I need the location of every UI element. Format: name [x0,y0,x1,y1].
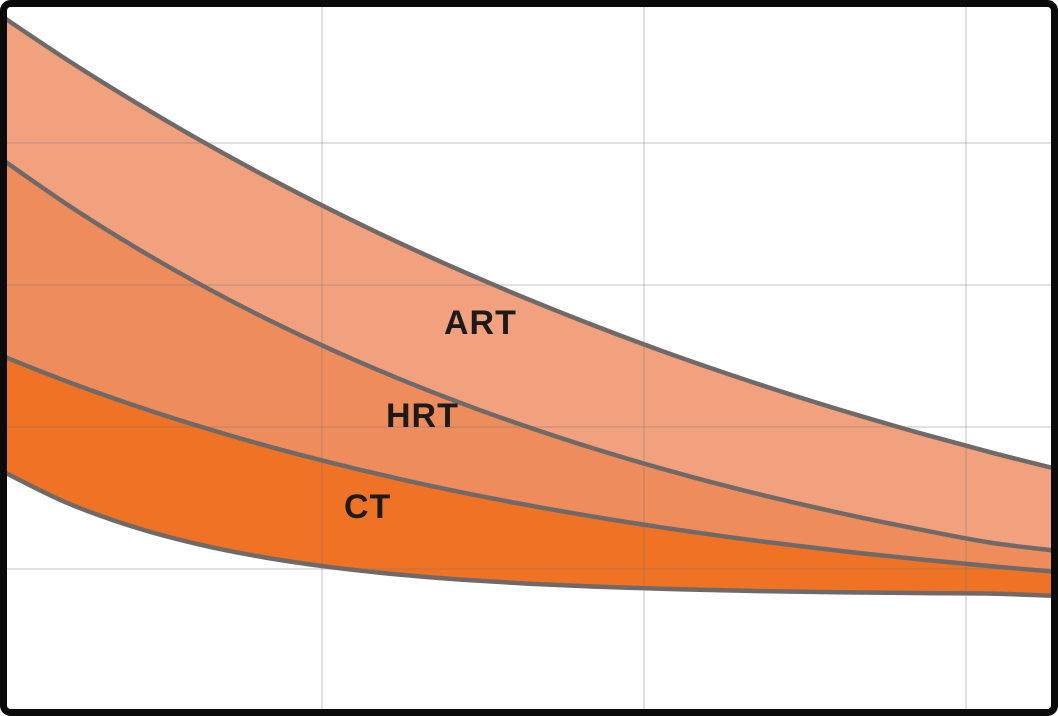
curve-2 [0,155,1058,554]
band-art [0,15,1058,551]
curve-1 [0,12,1058,472]
curve-3 [0,352,1058,575]
band-hrt [0,158,1058,572]
band-ct [0,355,1058,596]
curve-4 [0,467,1058,599]
